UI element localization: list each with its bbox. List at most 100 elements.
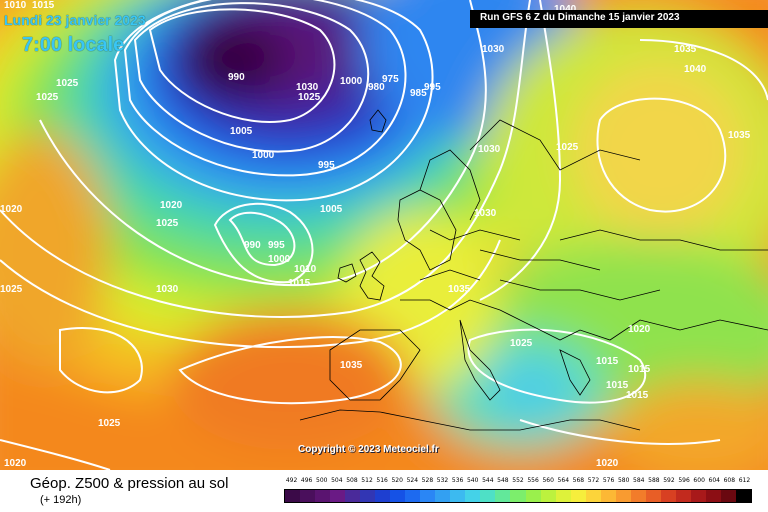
pressure-label: 1000 <box>252 150 275 161</box>
scale-label: 512 <box>361 477 373 484</box>
scale-swatch <box>450 490 466 502</box>
pressure-label: 1030 <box>296 82 319 93</box>
pressure-label: 1030 <box>474 208 497 219</box>
scale-swatch <box>315 490 331 502</box>
scale-label: 592 <box>663 477 675 484</box>
pressure-label: 1005 <box>320 204 343 215</box>
pressure-label: 1030 <box>482 44 505 55</box>
scale-swatch <box>495 490 511 502</box>
copyright-notice: Copyright © 2023 Meteociel.fr <box>298 444 439 455</box>
pressure-label: 1025 <box>56 78 79 89</box>
scale-swatch <box>555 490 571 502</box>
pressure-label: 980 <box>368 82 385 93</box>
pressure-label: 1025 <box>556 142 579 153</box>
scale-swatch <box>630 490 646 502</box>
weather-map: 1010 1015 1025 1025 990 1030 1025 1000 9… <box>0 0 768 470</box>
scale-swatch <box>585 490 601 502</box>
scale-swatch <box>465 490 481 502</box>
pressure-label: 1020 <box>628 324 651 335</box>
pressure-label: 1025 <box>510 338 533 349</box>
scale-swatch <box>690 490 706 502</box>
scale-swatch <box>675 490 691 502</box>
model-run-label: Run GFS 6 Z du Dimanche 15 janvier 2023 <box>480 12 680 23</box>
pressure-label: 1025 <box>0 284 23 295</box>
scale-swatch <box>330 490 346 502</box>
pressure-label: 1010 <box>4 0 27 11</box>
scale-label: 556 <box>527 477 539 484</box>
pressure-label: 1030 <box>156 284 179 295</box>
scale-label: 504 <box>331 477 343 484</box>
pressure-label: 1015 <box>628 364 651 375</box>
pressure-label: 1015 <box>288 278 311 289</box>
product-title: Géop. Z500 & pression au sol <box>30 475 229 492</box>
scale-swatch <box>345 490 361 502</box>
run-info-banner <box>470 10 768 28</box>
color-scale-bar <box>284 489 752 503</box>
scale-label: 536 <box>451 477 464 484</box>
scale-label: 596 <box>678 477 690 484</box>
pressure-label: 1020 <box>4 458 27 469</box>
scale-label: 520 <box>391 477 403 484</box>
scale-swatch <box>570 490 586 502</box>
scale-swatch <box>660 490 676 502</box>
scale-label: 580 <box>617 477 630 484</box>
forecast-time: 7:00 locale <box>22 34 125 56</box>
scale-label: 576 <box>602 477 615 484</box>
scale-swatch <box>405 490 421 502</box>
scale-swatch <box>615 490 631 502</box>
pressure-label: 1020 <box>160 200 183 211</box>
scale-swatch <box>705 490 721 502</box>
scale-swatch <box>645 490 661 502</box>
scale-label: 548 <box>497 477 509 484</box>
scale-label: 524 <box>406 477 419 484</box>
geopotential-map-graphic: 1010 1015 1025 1025 990 1030 1025 1000 9… <box>0 0 768 470</box>
pressure-label: 1035 <box>728 130 751 141</box>
pressure-label: 985 <box>410 88 427 99</box>
pressure-label: 1040 <box>554 4 577 15</box>
scale-label: 572 <box>587 477 600 484</box>
pressure-label: 1005 <box>230 126 253 137</box>
pressure-label: 1000 <box>340 76 363 87</box>
pressure-label: 975 <box>382 74 399 85</box>
forecast-hour: (+ 192h) <box>40 494 82 506</box>
coastlines <box>299 109 768 431</box>
scale-label: 532 <box>436 477 449 484</box>
scale-swatch <box>360 490 376 502</box>
scale-label: 604 <box>708 477 720 484</box>
pressure-label: 1025 <box>98 418 121 429</box>
pressure-label: 1025 <box>36 92 59 103</box>
pressure-label: 1035 <box>448 284 471 295</box>
scale-label: 608 <box>723 477 736 484</box>
scale-label: 568 <box>572 477 585 484</box>
scale-swatch <box>435 490 451 502</box>
pressure-label: 990 <box>228 72 245 83</box>
scale-label: 516 <box>376 477 388 484</box>
scale-label: 588 <box>648 477 660 484</box>
scale-swatch <box>480 490 496 502</box>
scale-label: 508 <box>346 477 358 484</box>
pressure-label: 1010 <box>294 264 317 275</box>
pressure-label: 1040 <box>684 64 707 75</box>
scale-label: 584 <box>633 477 645 484</box>
scale-label: 612 <box>738 477 751 484</box>
pressure-label: 1020 <box>0 204 23 215</box>
pressure-label: 995 <box>268 240 285 251</box>
scale-swatch <box>600 490 616 502</box>
scale-label: 540 <box>466 477 479 484</box>
color-scale-labels: 492 496 500 504 508 512 516 520 524 528 532 536 540 5… <box>284 477 752 489</box>
scale-label: 560 <box>542 477 554 484</box>
scale-label: 544 <box>482 477 494 484</box>
pressure-label: 990 <box>244 240 261 251</box>
scale-swatch <box>420 490 436 502</box>
pressure-label: 1000 <box>268 254 291 265</box>
forecast-date: Lundi 23 janvier 2023 <box>4 12 146 28</box>
scale-label: 500 <box>316 477 328 484</box>
pressure-label: 1020 <box>596 458 619 469</box>
legend-panel: Géop. Z500 & pression au sol (+ 192h) 49… <box>0 470 768 512</box>
scale-swatch <box>525 490 541 502</box>
isobar-lines <box>0 0 768 470</box>
scale-label: 552 <box>512 477 524 484</box>
scale-swatch <box>300 490 316 502</box>
pressure-label: 1015 <box>596 356 619 367</box>
